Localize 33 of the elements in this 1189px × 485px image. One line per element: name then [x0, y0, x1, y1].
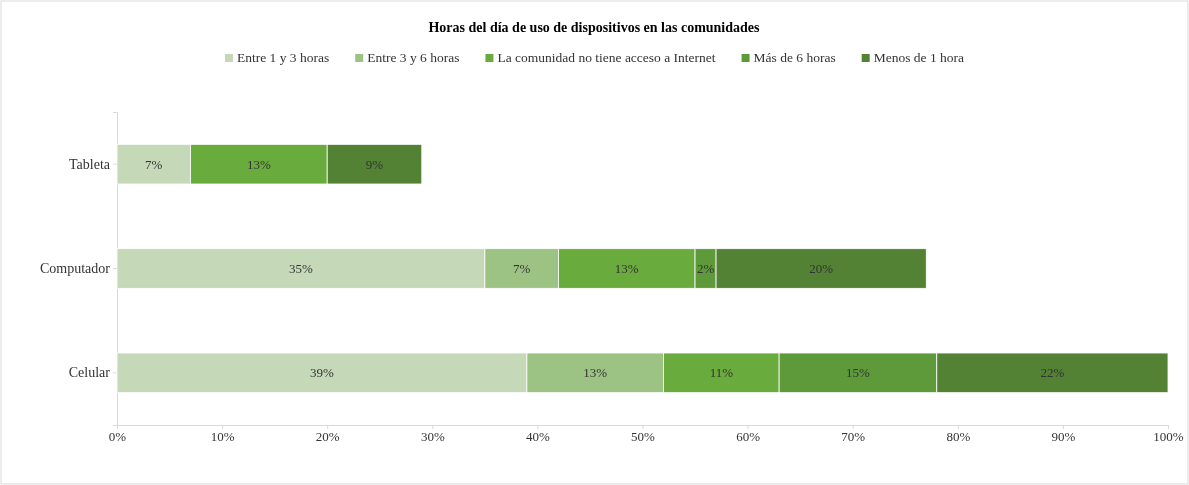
y-tick-label: Computador [40, 260, 111, 276]
data-label: 13% [246, 156, 271, 172]
x-tick-label: 50% [631, 429, 656, 445]
legend-label: Más de 6 horas [753, 50, 836, 65]
data-label: 35% [289, 261, 313, 277]
chart-title: Horas del día de uso de dispositivos en las comunidades [428, 20, 761, 35]
x-tick-label: 100% [1153, 429, 1184, 445]
data-label: 39% [310, 365, 335, 381]
x-tick-label: 70% [841, 429, 866, 445]
legend-label: La comunidad no tiene acceso a Internet [497, 50, 716, 65]
data-label: 7% [512, 261, 531, 277]
data-label: 7% [145, 156, 163, 172]
x-tick-label: 20% [315, 429, 340, 445]
x-tick-label: 30% [420, 429, 445, 445]
data-label: 13% [614, 261, 639, 277]
legend-label: Entre 3 y 6 horas [367, 50, 460, 65]
data-label: 15% [846, 365, 871, 381]
data-label: 11% [709, 365, 734, 381]
y-tick-label: Celular [68, 365, 111, 381]
x-tick-label: 0% [108, 429, 127, 445]
data-label: 2% [696, 261, 715, 277]
legend-label: Entre 1 y 3 horas [236, 50, 330, 65]
data-label: 13% [583, 365, 608, 381]
data-label: 9% [365, 156, 384, 172]
x-tick-label: 10% [210, 429, 235, 445]
x-tick-label: 40% [525, 429, 550, 445]
x-tick-label: 90% [1051, 429, 1076, 445]
x-tick-label: 60% [736, 429, 761, 445]
x-tick-label: 80% [946, 429, 971, 445]
y-tick-label: Tableta [69, 156, 111, 172]
data-label: 22% [1040, 365, 1065, 381]
data-label: 20% [809, 261, 834, 277]
legend-label: Menos de 1 hora [873, 50, 965, 65]
